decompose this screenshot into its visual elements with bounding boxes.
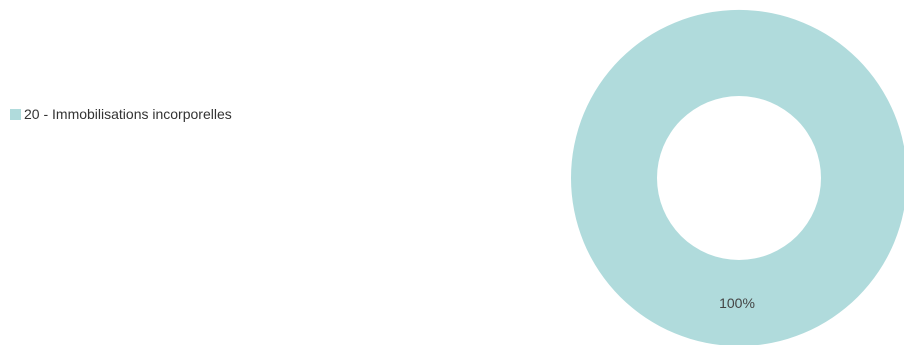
chart-legend: 20 - Immobilisations incorporelles xyxy=(10,106,232,122)
legend-label: 20 - Immobilisations incorporelles xyxy=(24,106,232,122)
legend-swatch xyxy=(10,108,21,120)
donut-slice xyxy=(571,10,904,345)
slice-data-label: 100% xyxy=(719,295,755,311)
